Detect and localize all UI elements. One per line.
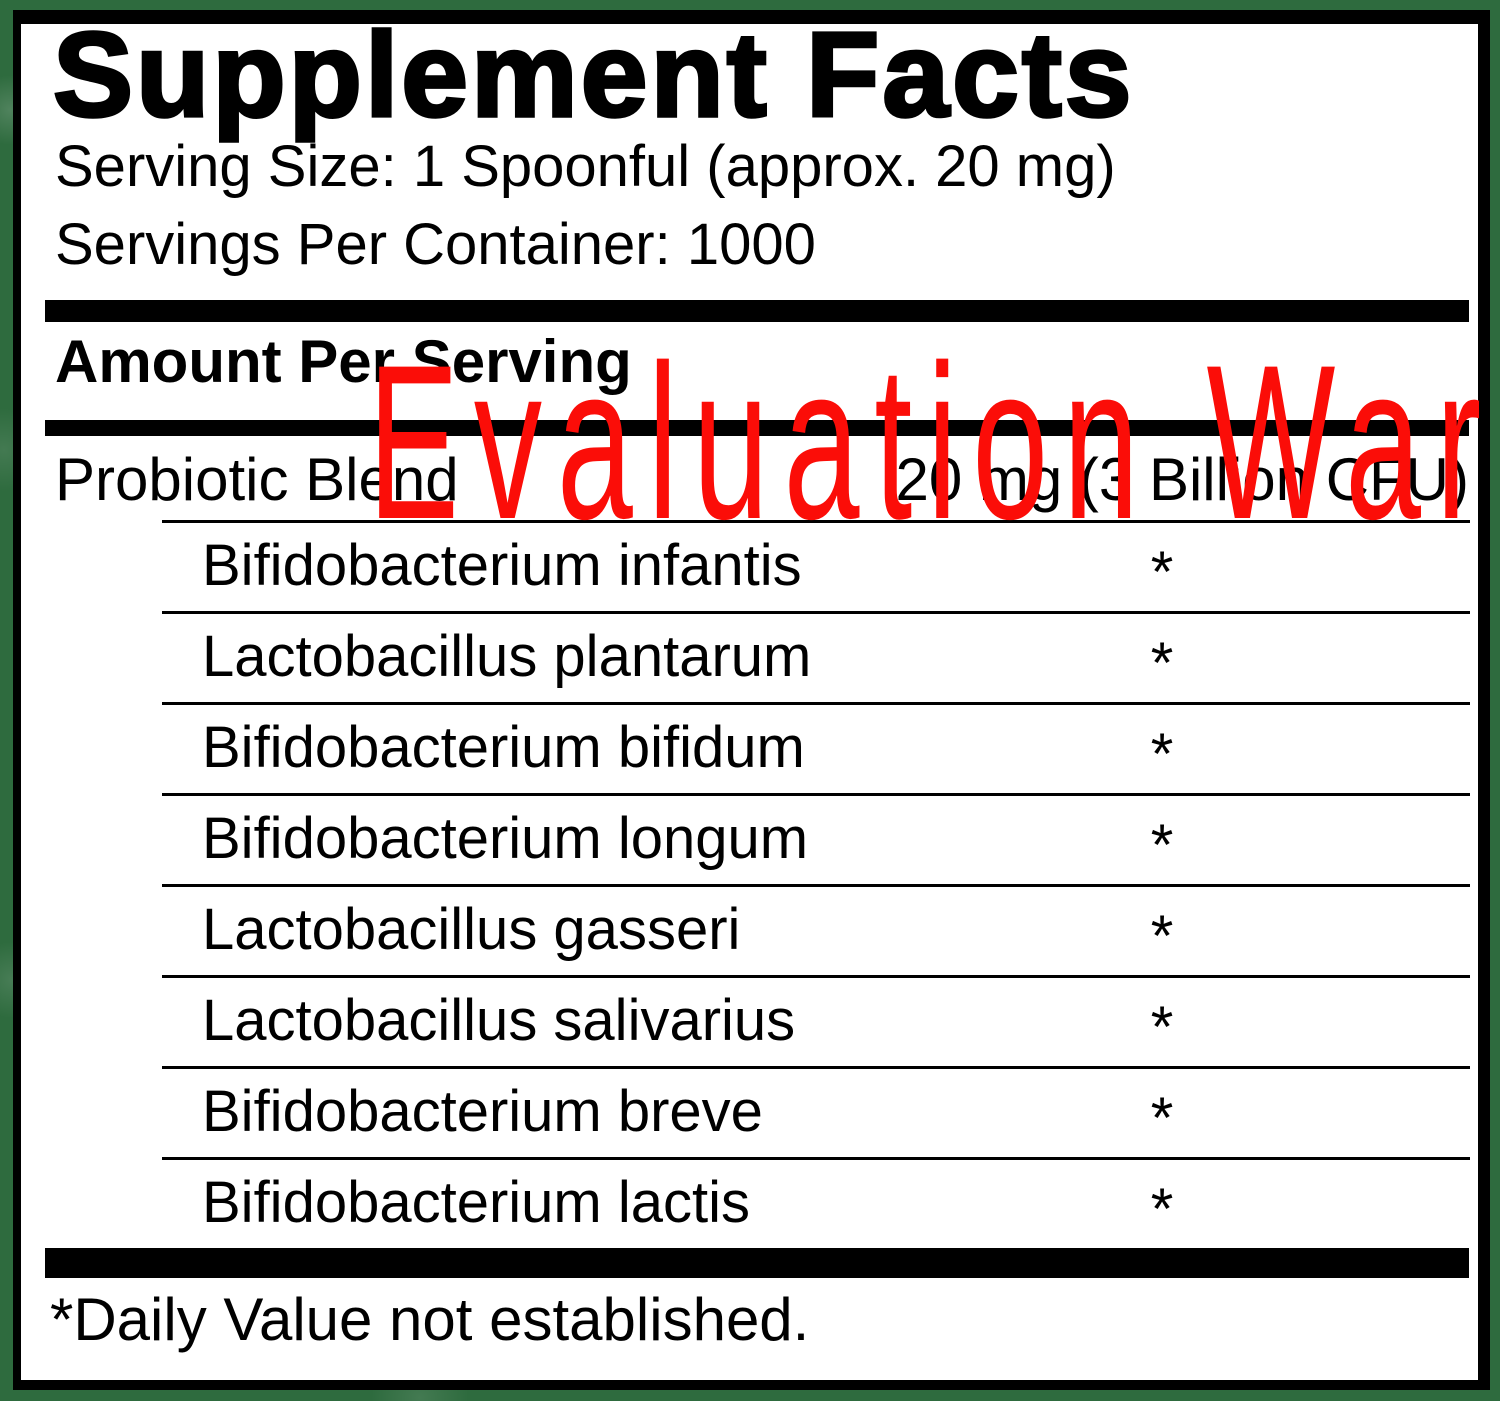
daily-value-footnote: *Daily Value not established. [50, 1286, 810, 1353]
daily-value-asterisk: * [1150, 813, 1174, 878]
ingredient-row: Bifidobacterium lactis * [202, 1157, 1470, 1248]
ingredient-row: Bifidobacterium longum * [202, 793, 1470, 884]
panel-title: Supplement Facts [51, 8, 1135, 142]
ingredient-name: Lactobacillus salivarius [202, 988, 796, 1053]
amount-per-serving-header: Amount Per Serving [55, 328, 632, 395]
ingredient-name: Lactobacillus plantarum [202, 624, 812, 689]
row-divider [162, 702, 1470, 705]
daily-value-asterisk: * [1150, 995, 1174, 1060]
blend-name: Probiotic Blend [55, 445, 459, 513]
daily-value-asterisk: * [1150, 540, 1174, 605]
ingredient-name: Bifidobacterium breve [202, 1079, 763, 1144]
ingredient-row: Bifidobacterium infantis * [202, 520, 1470, 611]
ingredient-name: Lactobacillus gasseri [202, 897, 741, 962]
divider-thick-middle [45, 420, 1469, 436]
row-divider [162, 1066, 1470, 1069]
daily-value-asterisk: * [1150, 631, 1174, 696]
ingredient-name: Bifidobacterium infantis [202, 533, 802, 598]
serving-size-text: Serving Size: 1 Spoonful (approx. 20 mg) [55, 134, 1116, 199]
row-divider [162, 520, 1470, 523]
row-divider [162, 884, 1470, 887]
ingredient-row: Bifidobacterium breve * [202, 1066, 1470, 1157]
daily-value-asterisk: * [1150, 1177, 1174, 1242]
ingredient-name: Bifidobacterium longum [202, 806, 809, 871]
ingredient-name: Bifidobacterium lactis [202, 1170, 750, 1235]
servings-per-container-text: Servings Per Container: 1000 [55, 212, 816, 277]
evaluation-watermark: Evaluation Warning [368, 319, 1500, 565]
row-divider [162, 793, 1470, 796]
row-divider [162, 975, 1470, 978]
blend-amount: 20 mg (3 Billion CFU) [895, 445, 1470, 513]
ingredient-row: Bifidobacterium bifidum * [202, 702, 1470, 793]
row-divider [162, 1157, 1470, 1160]
ingredient-row: Lactobacillus salivarius * [202, 975, 1470, 1066]
ingredient-row: Lactobacillus plantarum * [202, 611, 1470, 702]
ingredient-name: Bifidobacterium bifidum [202, 715, 805, 780]
daily-value-asterisk: * [1150, 1086, 1174, 1151]
blend-row: Probiotic Blend 20 mg (3 Billion CFU) [55, 438, 1469, 520]
supplement-facts-panel: Supplement Facts Serving Size: 1 Spoonfu… [13, 10, 1490, 1390]
serving-info: Serving Size: 1 Spoonful (approx. 20 mg)… [55, 128, 1116, 284]
divider-thick-top [45, 300, 1469, 322]
daily-value-asterisk: * [1150, 722, 1174, 787]
divider-thick-bottom [45, 1248, 1469, 1278]
daily-value-asterisk: * [1150, 904, 1174, 969]
row-divider [162, 611, 1470, 614]
ingredient-row: Lactobacillus gasseri * [202, 884, 1470, 975]
